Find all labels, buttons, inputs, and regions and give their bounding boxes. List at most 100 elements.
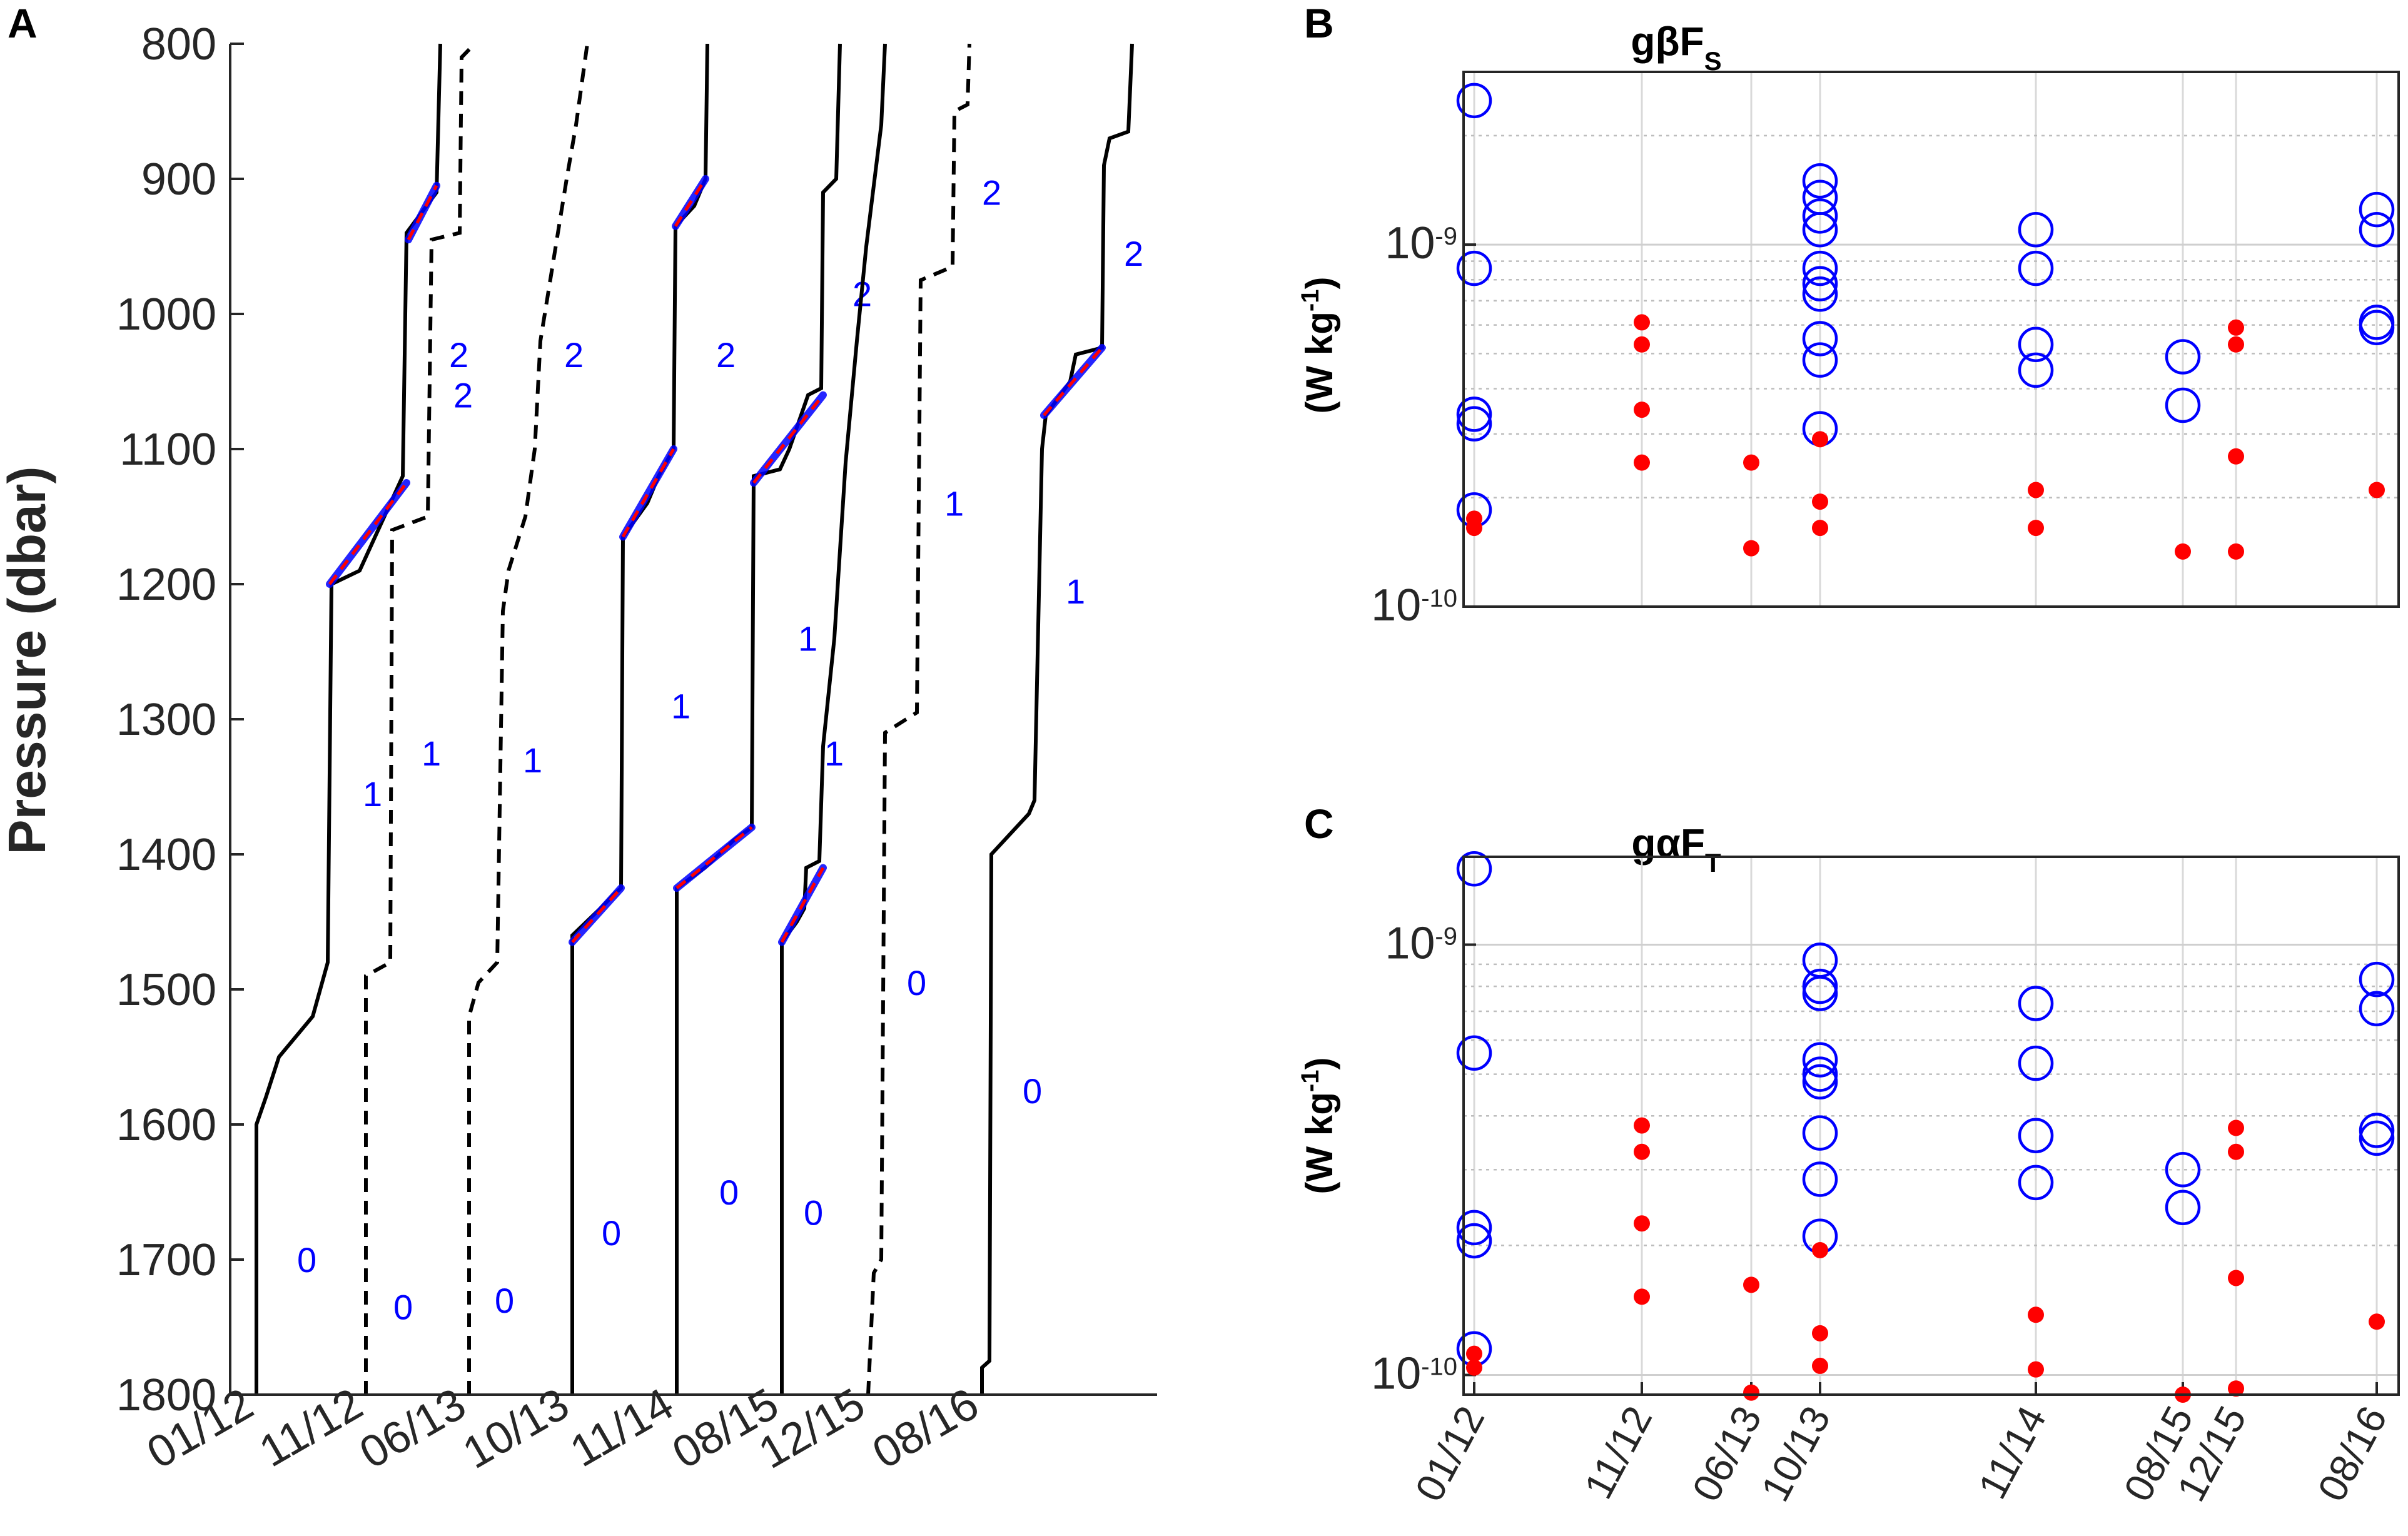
- filled-dot-marker: [2228, 1270, 2244, 1286]
- panel-a-ytick-label: 900: [141, 154, 216, 205]
- step-label: 0: [907, 963, 926, 1003]
- open-circle-marker: [1802, 1161, 1838, 1197]
- panel-a-ytick-label: 1000: [116, 290, 216, 340]
- filled-dot-marker: [1812, 1325, 1828, 1341]
- filled-dot-marker: [2228, 448, 2244, 465]
- panel-a-ytick-label: 1200: [116, 560, 216, 610]
- open-circle-marker: [1802, 1056, 1838, 1092]
- step-label: 1: [422, 734, 441, 773]
- step-label: 0: [393, 1288, 413, 1327]
- step-label: 2: [564, 335, 584, 375]
- ytick-label: 10-9: [1385, 918, 1457, 968]
- open-circle-marker: [1802, 276, 1838, 312]
- staircase-fit-line: [621, 448, 675, 538]
- filled-dot-marker: [2228, 1143, 2244, 1160]
- step-label: 0: [297, 1240, 316, 1280]
- staircase-fit-line: [1043, 346, 1103, 417]
- step-label: 0: [1023, 1071, 1042, 1111]
- panel-a-ylabel: Pressure (dbar): [0, 467, 56, 855]
- panel-c-ylabel-sup: -1: [1297, 1070, 1324, 1093]
- open-circle-marker: [1802, 321, 1838, 356]
- open-circle-marker: [2165, 1190, 2201, 1225]
- open-circle-marker: [2018, 326, 2054, 363]
- open-circle-marker: [1456, 250, 1492, 286]
- step-label: 0: [495, 1281, 514, 1320]
- open-circle-marker: [1802, 250, 1838, 286]
- panel-b-grid: [1464, 72, 2399, 608]
- panel-b-ylabel: (W kg-1): [1297, 277, 1340, 414]
- panel-a-ytick-label: 1500: [116, 965, 216, 1015]
- xtick-label: 10/13: [1753, 1399, 1839, 1508]
- open-circle-marker: [1802, 211, 1838, 248]
- panel-c-ylabel-end: ): [1298, 1058, 1340, 1070]
- open-circle-marker: [1802, 198, 1838, 234]
- panel-a-ytick-label: 1100: [119, 425, 216, 475]
- xtick-label: 06/13: [1684, 1399, 1771, 1508]
- open-circle-marker: [1456, 406, 1492, 442]
- ytick-base: 10: [1371, 1349, 1421, 1399]
- filled-dot-marker: [1466, 520, 1482, 537]
- open-circle-marker: [1802, 1042, 1838, 1078]
- ytick-exponent: -9: [1435, 922, 1457, 950]
- open-circle-marker: [1456, 1210, 1492, 1246]
- filled-dot-marker: [2369, 482, 2385, 498]
- filled-dot-marker: [1634, 1288, 1650, 1305]
- panel-a-ytick-label: 800: [141, 19, 216, 69]
- ytick-base: 10: [1385, 918, 1435, 968]
- panel-c-label: C: [1304, 801, 1334, 847]
- profile-line: [780, 43, 887, 1395]
- filled-dot-marker: [1634, 314, 1650, 331]
- panel-b-label: B: [1304, 0, 1334, 46]
- open-circle-marker: [1456, 1223, 1492, 1259]
- staircase-fit-line: [328, 482, 408, 585]
- xtick-label: 08/16: [2309, 1399, 2396, 1508]
- step-label: 1: [944, 483, 964, 523]
- panel-a: A Pressure (dbar) 8009001000110012001300…: [0, 0, 1157, 1478]
- step-label: 2: [1124, 234, 1143, 273]
- step-label: 1: [798, 619, 817, 658]
- filled-dot-marker: [1634, 402, 1650, 418]
- open-circle-marker: [2359, 961, 2395, 998]
- step-label: 1: [363, 774, 382, 814]
- staircase-fit-line: [674, 178, 707, 227]
- filled-dot-marker: [1812, 520, 1828, 537]
- ytick-label: 10-10: [1371, 580, 1457, 630]
- open-circle-marker: [2018, 250, 2054, 286]
- open-circle-marker: [1802, 1064, 1838, 1100]
- step-label: 1: [671, 686, 691, 725]
- open-circle-marker: [2359, 991, 2395, 1027]
- open-circle-marker: [2359, 310, 2395, 346]
- panel-a-yticks: 800 900 1000 1100 1200 1300 1400 1500 1600 1700 18…: [116, 19, 244, 1420]
- xtick-label: 11/12: [1576, 1399, 1661, 1506]
- filled-dot-marker: [1812, 431, 1828, 448]
- open-circle-marker: [2018, 1165, 2054, 1201]
- panel-c-title: gαFT: [1631, 821, 1721, 877]
- step-label: 0: [719, 1173, 739, 1212]
- ytick-label: 10-9: [1385, 218, 1457, 268]
- open-circle-marker: [1802, 1115, 1838, 1151]
- panel-c-markers: [1456, 851, 2395, 1403]
- filled-dot-marker: [1743, 540, 1759, 557]
- panel-b-markers: [1456, 83, 2395, 560]
- open-circle-marker: [1456, 83, 1492, 119]
- open-circle-marker: [1802, 163, 1838, 199]
- panel-a-ytick-label: 1300: [116, 695, 216, 745]
- step-label: 2: [449, 335, 468, 375]
- filled-dot-marker: [1743, 454, 1759, 471]
- open-circle-marker: [2359, 191, 2395, 228]
- open-circle-marker: [2165, 387, 2201, 423]
- staircase-fit-line: [571, 887, 622, 944]
- open-circle-marker: [1456, 851, 1492, 887]
- open-circle-marker: [2018, 986, 2054, 1021]
- open-circle-marker: [2018, 1045, 2054, 1081]
- panel-b-title-sub: S: [1704, 46, 1722, 76]
- open-circle-marker: [1802, 266, 1838, 301]
- filled-dot-marker: [1812, 1241, 1828, 1258]
- filled-dot-marker: [2175, 543, 2191, 560]
- open-circle-marker: [2359, 1120, 2395, 1156]
- panel-b-box: [1462, 71, 2400, 608]
- ytick-base: 10: [1385, 218, 1435, 268]
- step-label: 0: [804, 1193, 823, 1232]
